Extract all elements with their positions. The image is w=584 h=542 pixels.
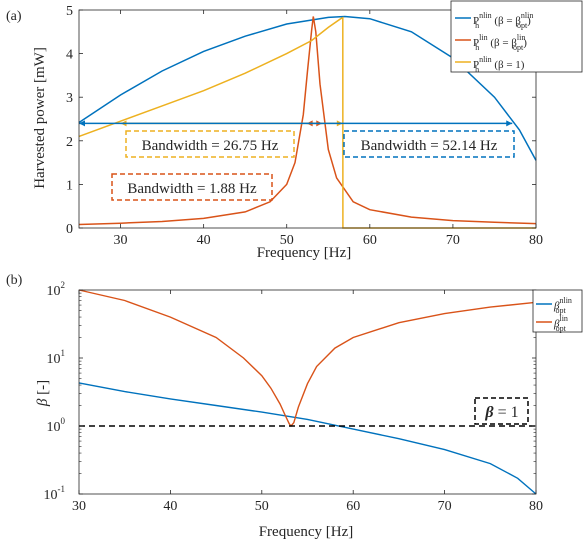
panel-b-ytick-label: 102 xyxy=(47,280,66,299)
panel-a-xtick-label: 80 xyxy=(529,233,543,248)
panel-b-xtick-label: 40 xyxy=(163,499,177,514)
panel-b-legend-entry: βnlin opt xyxy=(553,296,572,315)
panel-b-series-line-1 xyxy=(78,289,537,428)
bandwidth-orange-annotation: Bandwidth = 1.88 Hz xyxy=(111,173,273,201)
bandwidth-arrowhead-right-2 xyxy=(506,120,513,127)
panel-b-label: (b) xyxy=(6,273,23,288)
panel-b-chart: (b) β [-] Frequency [Hz] 30 40 50 60 70 80 10-… xyxy=(6,273,583,540)
panel-b-series-line-0 xyxy=(78,382,537,495)
panel-b-axes-box xyxy=(78,289,537,495)
panel-a-ytick-label: 5 xyxy=(66,4,73,19)
panel-a-legend: Pnlin h (β = βnlin opt) Plin h (β = βlin opt)… xyxy=(450,0,583,74)
panel-b-ytick-label: 101 xyxy=(47,348,66,367)
panel-a-label: (a) xyxy=(6,9,22,24)
panel-b-xtick-label: 50 xyxy=(255,499,269,514)
panel-b-xtick-label: 70 xyxy=(438,499,452,514)
panel-a-axes-box xyxy=(78,9,537,229)
panel-b-legend-entry: βlin opt xyxy=(553,314,568,333)
bandwidth-orange-text: Bandwidth = 1.88 Hz xyxy=(127,181,257,197)
panel-a-chart: (a) Harvested power [mW] Frequency [Hz] … xyxy=(6,0,583,261)
beta-equals-one-annotation: β = 1 xyxy=(474,397,529,425)
panel-a-ytick-label: 0 xyxy=(66,222,73,237)
panel-a-legend-entry: Plin h (β = βlin opt) xyxy=(473,33,527,52)
beta-equals-one-text: β = 1 xyxy=(484,404,518,421)
panel-a-xtick-label: 40 xyxy=(197,233,211,248)
panel-b-ylabel: β [-] xyxy=(35,380,51,407)
panel-b-xtick-label: 60 xyxy=(346,499,360,514)
panel-b-ytick-label: 10-1 xyxy=(44,484,66,503)
panel-a-xtick-label: 70 xyxy=(446,233,460,248)
panel-a-xtick-label: 60 xyxy=(363,233,377,248)
panel-a-xlabel: Frequency [Hz] xyxy=(257,245,352,261)
panel-a-ytick-label: 3 xyxy=(66,91,73,106)
panel-a-series-line-1 xyxy=(78,16,537,226)
panel-a-ytick-label: 1 xyxy=(66,178,73,193)
panel-b-xtick-label: 30 xyxy=(72,499,86,514)
panel-b-ytick-label: 100 xyxy=(47,416,66,435)
bandwidth-yellow-annotation: Bandwidth = 26.75 Hz xyxy=(125,130,295,158)
bandwidth-blue-text: Bandwidth = 52.14 Hz xyxy=(361,138,498,154)
bandwidth-blue-annotation: Bandwidth = 52.14 Hz xyxy=(343,130,515,158)
panel-a-legend-entry: Pnlin h (β = 1) xyxy=(473,55,525,74)
panel-b-xtick-label: 80 xyxy=(529,499,543,514)
panel-a-ylabel: Harvested power [mW] xyxy=(32,47,48,189)
panel-b-xlabel: Frequency [Hz] xyxy=(259,524,354,540)
panel-a-xtick-label: 30 xyxy=(114,233,128,248)
panel-a-ytick-label: 4 xyxy=(66,48,73,63)
panel-a-xtick-label: 50 xyxy=(280,233,294,248)
bandwidth-arrowhead-left-2 xyxy=(79,120,85,127)
panel-a-ytick-label: 2 xyxy=(66,135,73,150)
panel-a-series-line-0 xyxy=(78,15,537,161)
bandwidth-yellow-text: Bandwidth = 26.75 Hz xyxy=(142,138,279,154)
panel-a-legend-entry: Pnlin h (β = βnlin opt) xyxy=(473,11,533,30)
